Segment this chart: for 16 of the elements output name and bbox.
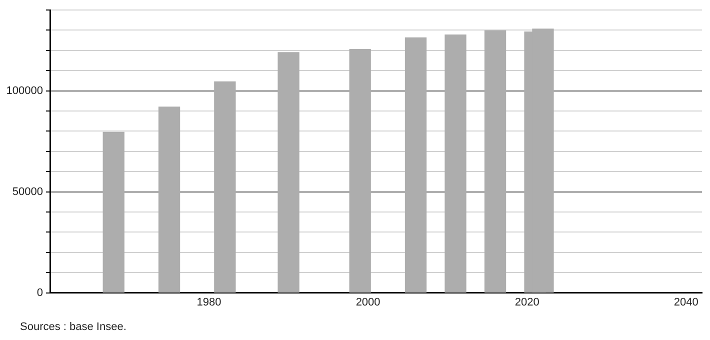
bar	[349, 49, 371, 293]
bar	[214, 81, 236, 293]
bar	[102, 132, 124, 293]
y-tick-label: 100000	[6, 84, 43, 97]
x-tick-label: 2020	[514, 296, 540, 308]
bar	[484, 30, 506, 293]
x-tick-label: 2040	[674, 296, 698, 308]
bar	[404, 37, 427, 293]
bar	[158, 106, 180, 293]
x-tick-label: 2000	[356, 296, 380, 308]
bar	[278, 52, 300, 293]
x-tick-label: 1980	[196, 296, 222, 308]
source-note: Sources : base Insee.	[20, 321, 126, 334]
bar	[444, 34, 466, 293]
y-tick-label: 0	[36, 286, 43, 299]
y-tick-label: 50000	[12, 186, 43, 198]
